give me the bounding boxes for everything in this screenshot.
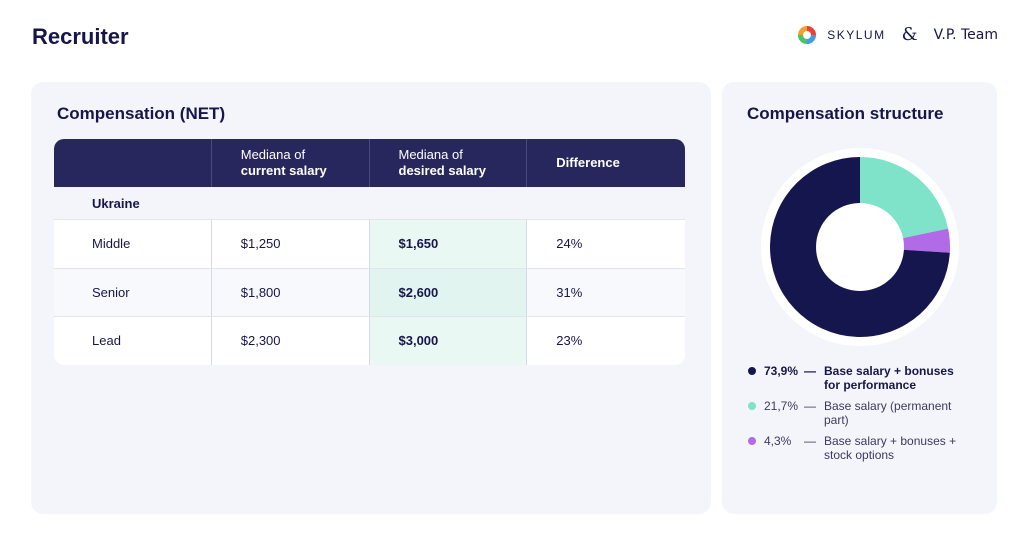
header-difference: Difference xyxy=(527,139,685,187)
legend-item: 21,7% — Base salary (permanent part) xyxy=(748,399,988,427)
ampersand: & xyxy=(901,24,918,45)
header-difference-label: Difference xyxy=(556,155,620,170)
legend-pct: 4,3% xyxy=(764,434,792,448)
header-desired-salary: Mediana of desired salary xyxy=(370,139,528,187)
cell-difference: 23% xyxy=(556,333,583,349)
cell-current: $1,250 xyxy=(212,220,370,268)
table-header: Mediana of current salary Mediana of des… xyxy=(54,139,685,187)
header-desired-line2: desired salary xyxy=(398,163,486,178)
legend-label: Base salary + bonuses for performance xyxy=(824,364,954,392)
header-current-line1: Mediana of xyxy=(240,147,306,162)
header-current-salary: Mediana of current salary xyxy=(212,139,370,187)
skylum-logo-icon xyxy=(798,25,817,44)
donut-chart xyxy=(760,147,960,347)
cell-level: Middle xyxy=(54,220,212,268)
page-title: Recruiter xyxy=(32,24,129,49)
legend-dash: — xyxy=(804,399,816,413)
table-row: Senior $1,800 $2,600 31% xyxy=(54,267,685,316)
compensation-panel: Compensation (NET) Mediana of current sa… xyxy=(31,82,711,514)
group-row-ukraine: Ukraine xyxy=(54,187,685,219)
legend-pct: 21,7% xyxy=(764,399,799,413)
cell-difference: 24% xyxy=(556,236,583,252)
brand-logos: SKYLUM & V.P. Team xyxy=(797,24,998,45)
legend-pct: 73,9% xyxy=(764,364,799,378)
donut-chart-svg xyxy=(761,148,959,346)
legend-dot xyxy=(748,402,756,410)
legend-dot xyxy=(748,367,756,375)
cell-current: $2,300 xyxy=(212,317,370,365)
structure-panel: Compensation structure 73,9% — Base sala… xyxy=(722,82,997,514)
cell-desired: $1,650 xyxy=(369,220,528,268)
legend-dash: — xyxy=(804,434,816,448)
structure-title: Compensation structure xyxy=(747,104,944,123)
legend-dot xyxy=(748,437,756,445)
vp-team-wordmark: V.P. Team xyxy=(933,26,998,43)
chart-legend: 73,9% — Base salary + bonuses for perfor… xyxy=(748,364,988,469)
legend-label: Base salary (permanent part) xyxy=(824,399,952,427)
legend-item: 73,9% — Base salary + bonuses for perfor… xyxy=(748,364,988,392)
cell-level: Lead xyxy=(54,317,212,365)
legend-label: Base salary + bonuses + stock options xyxy=(824,434,957,462)
table-row: Middle $1,250 $1,650 24% xyxy=(54,219,685,268)
header-current-line2: current salary xyxy=(240,163,327,178)
cell-desired: $3,000 xyxy=(369,317,528,365)
header-level xyxy=(54,139,212,187)
cell-current: $1,800 xyxy=(212,268,370,316)
cell-difference: 31% xyxy=(556,284,583,300)
skylum-wordmark: SKYLUM xyxy=(827,27,886,42)
compensation-title: Compensation (NET) xyxy=(57,104,226,123)
cell-desired: $2,600 xyxy=(369,268,528,316)
legend-dash: — xyxy=(804,364,816,378)
table-row: Lead $2,300 $3,000 23% xyxy=(54,316,685,365)
compensation-table: Mediana of current salary Mediana of des… xyxy=(54,139,685,365)
donut-hole xyxy=(816,203,904,291)
cell-level: Senior xyxy=(54,268,212,316)
legend-item: 4,3% — Base salary + bonuses + stock opt… xyxy=(748,434,988,462)
header-desired-line1: Mediana of xyxy=(398,147,463,162)
